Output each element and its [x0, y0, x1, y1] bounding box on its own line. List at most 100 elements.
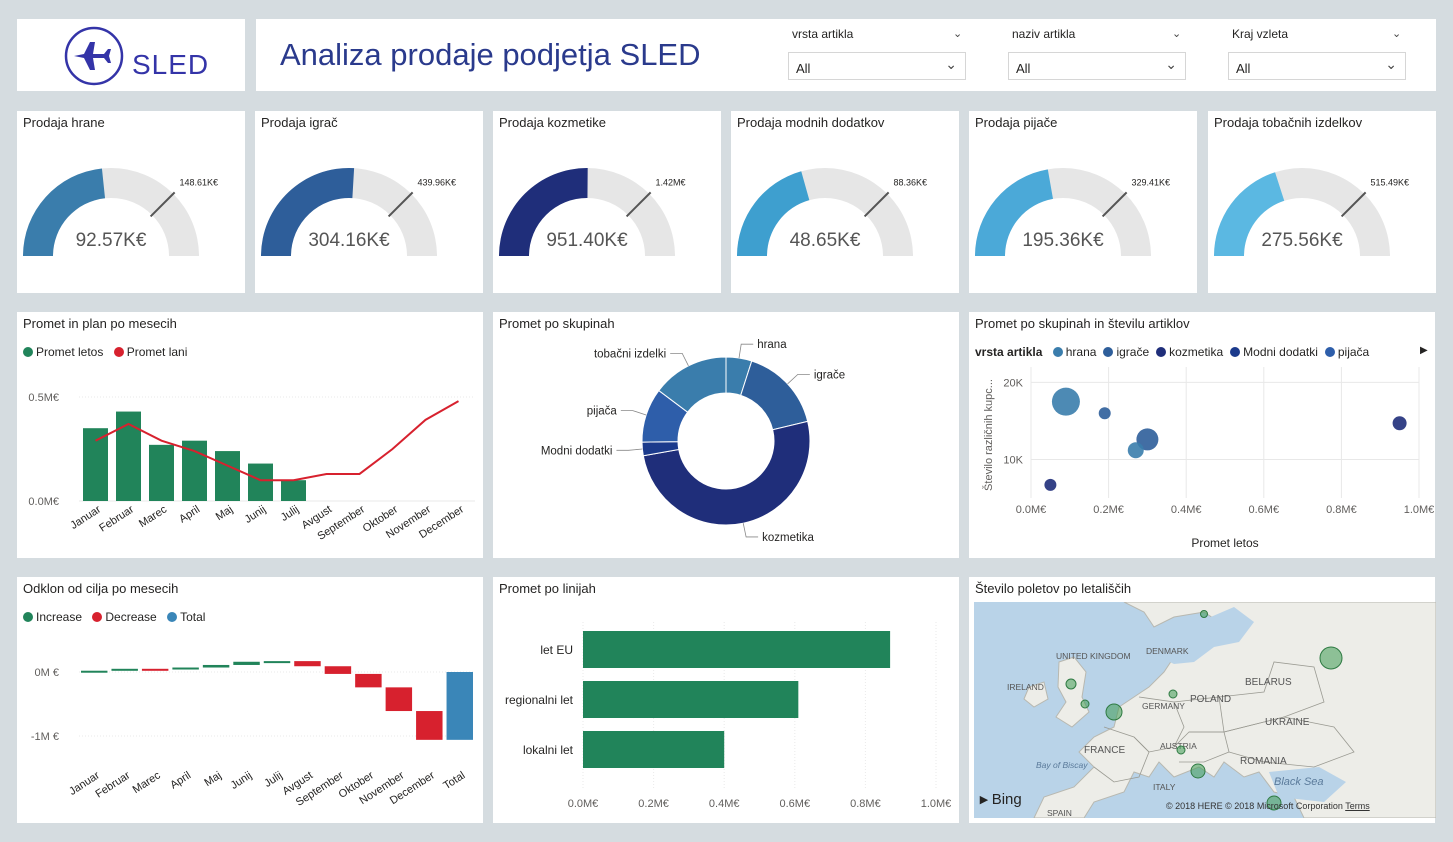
- waterfall-bar[interactable]: [385, 687, 413, 712]
- map-bubble[interactable]: [1176, 745, 1186, 755]
- donut-slice[interactable]: [658, 356, 727, 413]
- chart-title: Promet in plan po mesecih: [23, 316, 177, 331]
- gauge-title: Prodaja hrane: [23, 115, 105, 130]
- gauge-tile[interactable]: Prodaja modnih dodatkov 88.36K€ 48.65K€: [731, 111, 959, 293]
- scatter-point[interactable]: [1098, 407, 1111, 420]
- legend-label: Decrease: [105, 610, 157, 624]
- bar-chart-tile[interactable]: Promet po linijah 0.0M€ 0.2M€ 0.4M€ 0.6M€ 0.…: [493, 577, 959, 823]
- gauge-value-label: 951.40K€: [546, 230, 628, 251]
- terms-link[interactable]: Terms: [1345, 801, 1370, 811]
- monthly-chart-tile[interactable]: Promet in plan po mesecih Promet letos P…: [17, 312, 483, 558]
- scatter-point[interactable]: [1127, 442, 1144, 459]
- line-series[interactable]: [95, 400, 459, 482]
- legend-item[interactable]: Decrease: [92, 610, 157, 624]
- bar[interactable]: [248, 463, 273, 501]
- waterfall-bar[interactable]: [263, 661, 291, 664]
- slicer-dropdown[interactable]: All ⌄: [788, 52, 966, 80]
- legend-next-arrow-icon[interactable]: ▶: [1420, 345, 1428, 356]
- gauge-value-label: 195.36K€: [1022, 230, 1104, 251]
- legend-dot: [23, 347, 33, 357]
- waterfall-bar[interactable]: [202, 664, 230, 668]
- chevron-down-icon[interactable]: ⌄: [953, 28, 963, 40]
- scatter-point[interactable]: [1044, 478, 1057, 491]
- legend-label: kozmetika: [1169, 345, 1224, 359]
- waterfall-bar[interactable]: [141, 668, 169, 671]
- map-bubble[interactable]: [1080, 699, 1090, 709]
- bar[interactable]: [215, 451, 240, 501]
- slicer-dropdown[interactable]: All ⌄: [1008, 52, 1186, 80]
- gauge-target-label: 148.61K€: [179, 178, 218, 188]
- gauge-fill: [261, 168, 355, 256]
- bing-label: Bing: [991, 791, 1022, 808]
- donut-label: igrače: [814, 369, 845, 381]
- legend-item[interactable]: kozmetika: [1156, 345, 1223, 359]
- gauge-tile[interactable]: Prodaja kozmetike 1.42M€ 951.40K€: [493, 111, 721, 293]
- donut-label: kozmetika: [762, 532, 814, 544]
- donut-chart-tile[interactable]: Promet po skupinah hrana igrače kozmetika M…: [493, 312, 959, 558]
- scatter-point[interactable]: [1392, 416, 1407, 431]
- legend-label: Modni dodatki: [1243, 345, 1318, 359]
- chevron-down-icon[interactable]: ⌄: [1392, 28, 1402, 40]
- map-bubble[interactable]: [1065, 678, 1077, 690]
- scatter-chart-tile[interactable]: Promet po skupinah in številu artiklov v…: [969, 312, 1435, 558]
- logo-tile: SLED: [17, 19, 245, 91]
- legend-item[interactable]: Total: [167, 610, 205, 624]
- x-tick-label: Julij: [279, 503, 301, 523]
- waterfall-bar[interactable]: [233, 661, 260, 665]
- bar[interactable]: [182, 440, 207, 501]
- gauge-title: Prodaja tobačnih izdelkov: [1214, 115, 1363, 130]
- map-bubble[interactable]: [1190, 763, 1206, 779]
- chevron-down-icon: ⌄: [1165, 56, 1177, 72]
- map-bubble[interactable]: [1266, 795, 1282, 811]
- waterfall-chart-tile[interactable]: Odklon od cilja po mesecih Increase Decr…: [17, 577, 483, 823]
- gauge-title: Prodaja modnih dodatkov: [737, 115, 885, 130]
- waterfall-bar[interactable]: [81, 670, 108, 673]
- waterfall-bar[interactable]: [324, 666, 352, 674]
- map-bubble[interactable]: [1200, 610, 1208, 618]
- map-canvas[interactable]: UNITED KINGDOM IRELAND DENMARK GERMANY P…: [974, 602, 1436, 818]
- x-tick-label: 1.0M€: [1404, 504, 1435, 516]
- waterfall-bar[interactable]: [416, 711, 443, 740]
- waterfall-bar[interactable]: [446, 672, 473, 740]
- leader-line: [738, 343, 754, 359]
- legend-item[interactable]: hrana: [1052, 345, 1096, 359]
- x-tick-label: 0.0M€: [568, 798, 599, 810]
- gauge-plot: 148.61K€ 92.57K€: [23, 168, 218, 256]
- legend-item[interactable]: Modni dodatki: [1230, 345, 1318, 359]
- bar[interactable]: [583, 681, 799, 718]
- gauge-target-label: 88.36K€: [893, 178, 927, 188]
- legend-item[interactable]: Increase: [23, 610, 82, 624]
- gauge-tile[interactable]: Prodaja igrač 439.96K€ 304.16K€: [255, 111, 483, 293]
- donut-slice[interactable]: [740, 360, 809, 431]
- x-tick-label: Maj: [202, 769, 223, 789]
- gauge-fill: [1214, 172, 1285, 256]
- map-tile[interactable]: Število poletov po letališčih UNITED KIN…: [969, 577, 1436, 823]
- bar[interactable]: [281, 480, 306, 501]
- chevron-down-icon[interactable]: ⌄: [1172, 28, 1182, 40]
- map-bubble[interactable]: [1105, 703, 1123, 721]
- bar[interactable]: [583, 631, 891, 668]
- legend-item[interactable]: Promet letos: [23, 345, 103, 359]
- gauge-tile[interactable]: Prodaja tobačnih izdelkov 515.49K€ 275.56K…: [1208, 111, 1436, 293]
- scatter-point[interactable]: [1136, 428, 1159, 451]
- waterfall-bar[interactable]: [355, 673, 382, 688]
- gauge-tile[interactable]: Prodaja pijače 329.41K€ 195.36K€: [969, 111, 1197, 293]
- waterfall-bar[interactable]: [111, 668, 138, 671]
- bar[interactable]: [149, 444, 174, 501]
- map-bubble[interactable]: [1319, 646, 1343, 670]
- legend-item[interactable]: Promet lani: [113, 345, 187, 359]
- legend-item[interactable]: igrače: [1103, 345, 1149, 359]
- slicer-dropdown[interactable]: All ⌄: [1228, 52, 1406, 80]
- legend-item[interactable]: pijača: [1324, 345, 1369, 359]
- map-bubble[interactable]: [1168, 689, 1178, 699]
- gauge-target-marker: [1101, 191, 1128, 218]
- gauge-tile[interactable]: Prodaja hrane 148.61K€ 92.57K€: [17, 111, 245, 293]
- donut-slice[interactable]: [642, 420, 811, 526]
- bar[interactable]: [83, 428, 108, 501]
- leader-line: [620, 410, 647, 416]
- bar[interactable]: [116, 411, 141, 501]
- waterfall-bar[interactable]: [172, 667, 199, 670]
- bar[interactable]: [583, 731, 725, 768]
- waterfall-bar[interactable]: [294, 661, 321, 667]
- scatter-point[interactable]: [1051, 387, 1080, 416]
